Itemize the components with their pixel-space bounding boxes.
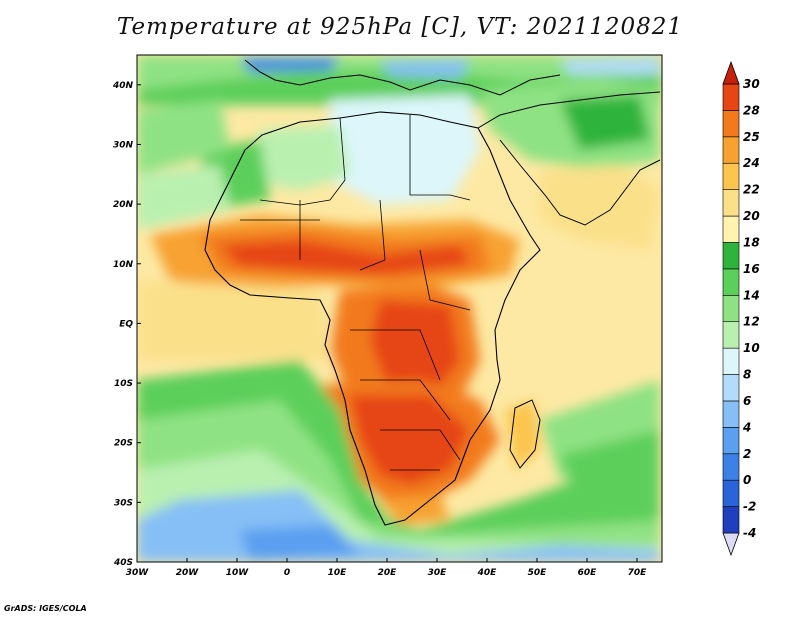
arabia-coastline: [477, 91, 661, 226]
colorbar-level-label: 24: [743, 156, 760, 170]
lon-tick-label: 20E: [378, 568, 398, 578]
lon-tick-label: 20W: [176, 568, 200, 578]
colorbar-swatch: [722, 347, 740, 375]
colorbar-level-label: 2: [743, 447, 751, 461]
lat-tick-label: 20S: [114, 439, 133, 449]
madagascar-coastline: [509, 399, 541, 469]
africa-coastline: [204, 111, 541, 526]
colorbar-level-label: -4: [743, 526, 756, 540]
lon-tick-label: 10E: [328, 568, 348, 578]
lat-tick-label: 10S: [114, 379, 133, 389]
lat-tick-label: 30S: [114, 498, 133, 508]
map-title: Temperature at 925hPa [C], VT: 202112082…: [116, 14, 684, 40]
colorbar-level-label: 0: [743, 473, 751, 487]
lat-tick-label: 30N: [113, 140, 134, 150]
colorbar-swatch: [722, 427, 740, 455]
colorbar-swatch: [722, 294, 740, 323]
lon-tick-label: 30W: [126, 568, 150, 578]
colorbar-level-label: 10: [743, 341, 760, 355]
colorbar-swatch: [722, 215, 740, 243]
colorbar-level-label: 14: [743, 288, 760, 302]
colorbar-level-label: 4: [742, 420, 751, 434]
colorbar-level-label: 28: [743, 103, 760, 117]
lat-tick-label: 40N: [112, 81, 134, 91]
colorbar-swatch: [722, 83, 740, 111]
lon-tick-label: 60E: [578, 568, 598, 578]
colorbar-swatch: [722, 268, 740, 296]
colorbar-swatch: [722, 479, 740, 507]
colorbar-swatch: [722, 453, 740, 481]
lat-tick-label: 40S: [113, 558, 133, 568]
colorbar-level-label: 12: [743, 315, 760, 329]
colorbar-level-label: 20: [743, 209, 760, 223]
colorbar-swatch: [722, 242, 740, 270]
colorbar-level-label: 8: [743, 368, 751, 382]
colorbar-level-label: 30: [743, 77, 760, 91]
colorbar-swatch: [722, 321, 740, 349]
temperature-field: [137, 55, 662, 562]
colorbar-level-label: 6: [743, 394, 751, 408]
colorbar-min-triangle: [722, 532, 740, 557]
colorbar-level-label: 18: [743, 235, 760, 249]
colorbar-level-label: 16: [743, 262, 760, 276]
colorbar-level-label: -2: [743, 500, 756, 514]
lon-tick-label: 40E: [477, 568, 498, 578]
colorbar-swatch: [722, 189, 740, 217]
latitude-axis: 40N 30N 20N 10N EQ 10S 20S 30S 40S: [112, 81, 141, 568]
longitude-axis: 30W 20W 10W 0 10E 20E 30E 40E 50E 60E 70E: [126, 558, 647, 578]
colorbar-level-label: 25: [743, 130, 760, 144]
colorbar-swatch: [722, 374, 740, 402]
europe-coastline: [244, 59, 561, 96]
lon-tick-label: 10W: [226, 568, 250, 578]
country-borders: [240, 115, 471, 471]
colorbar-swatch: [722, 162, 740, 190]
lon-tick-label: 0: [284, 568, 290, 578]
credit-label: GrADS: IGES/COLA: [4, 604, 87, 613]
lon-tick-label: 30E: [428, 568, 448, 578]
colorbar-swatch: [722, 110, 740, 138]
colorbar-swatch: [722, 400, 740, 428]
colorbar-max-triangle: [722, 60, 740, 85]
lat-tick-label: 20N: [113, 200, 134, 210]
lat-tick-label: 10N: [113, 260, 134, 270]
lon-tick-label: 50E: [528, 568, 548, 578]
colorbar-level-label: 22: [743, 183, 760, 197]
lon-tick-label: 70E: [628, 568, 648, 578]
colorbar-swatch: [722, 136, 740, 164]
colorbar-swatch: [722, 506, 740, 534]
plot-frame: [136, 54, 663, 563]
lat-tick-label: EQ: [119, 319, 133, 329]
